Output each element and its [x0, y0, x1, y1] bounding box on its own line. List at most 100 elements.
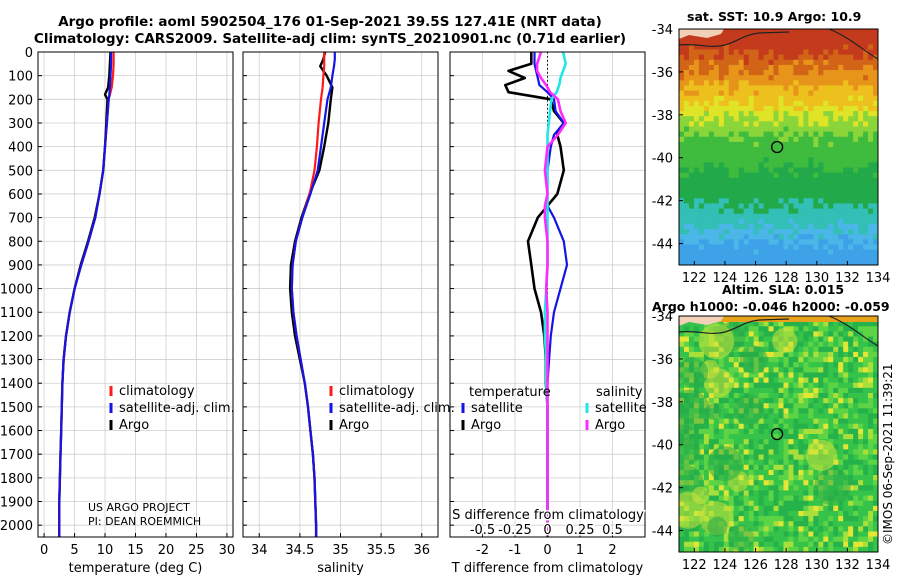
map-cell: [778, 377, 785, 384]
map-cell: [679, 193, 685, 199]
map-cell: [863, 439, 869, 445]
map-cell: [828, 249, 834, 256]
map-cell: [808, 223, 814, 230]
map-x-tick-label: 128: [774, 558, 799, 573]
map-cell: [708, 449, 715, 456]
map-cell: [738, 100, 745, 107]
map-cell: [838, 326, 844, 332]
map-cell: [708, 485, 715, 492]
map-cell: [843, 541, 849, 548]
map-cell: [748, 44, 755, 51]
map-cell: [853, 531, 859, 538]
map-cell: [768, 526, 775, 533]
map-cell: [818, 331, 824, 338]
map-cell: [763, 526, 770, 533]
map-cell: [683, 198, 690, 205]
map-cell: [843, 223, 849, 230]
map-cell: [713, 116, 720, 122]
legend-heading-salinity: salinity: [596, 385, 643, 400]
map-cell: [858, 95, 864, 102]
map-cell: [778, 480, 785, 486]
map-cell: [813, 59, 819, 66]
map-cell: [728, 351, 735, 358]
map-cell: [753, 546, 760, 552]
map-cell: [873, 387, 878, 394]
map-cell: [748, 546, 755, 552]
map-cell: [788, 105, 795, 112]
map-cell: [738, 59, 745, 66]
map-cell: [768, 116, 775, 122]
map-cell: [768, 213, 775, 220]
map-cell: [843, 377, 849, 384]
map-cell: [693, 336, 700, 343]
map-x-tick-label: 128: [774, 271, 799, 286]
map-cell: [833, 105, 839, 112]
map-cell: [853, 439, 859, 445]
map-cell: [838, 336, 844, 343]
map-cell: [843, 357, 849, 363]
map-cell: [679, 126, 685, 133]
map-cell: [808, 157, 814, 163]
map-cell: [703, 177, 710, 184]
map-cell: [748, 475, 755, 481]
map-cell: [768, 157, 775, 163]
map-cell: [793, 418, 799, 425]
y-tick-label: 1300: [0, 354, 33, 369]
sla-blob: [704, 403, 722, 420]
map-cell: [848, 392, 854, 399]
map-cell: [768, 147, 775, 153]
map-cell: [758, 480, 765, 486]
map-cell: [753, 59, 760, 66]
map-cell: [848, 203, 854, 210]
map-cell: [743, 208, 750, 215]
map-cell: [778, 90, 785, 97]
map-cell: [768, 177, 775, 184]
map-cell: [833, 229, 839, 235]
map-cell: [688, 198, 695, 205]
map-cell: [728, 126, 735, 133]
map-cell: [808, 357, 814, 363]
map-cell: [833, 521, 839, 527]
map-cell: [858, 121, 864, 128]
map-cell: [793, 521, 799, 527]
map-cell: [868, 59, 874, 66]
map-cell: [848, 403, 854, 409]
map-cell: [688, 223, 695, 230]
map-cell: [808, 95, 814, 102]
map-cell: [813, 172, 819, 179]
map-cell: [768, 172, 775, 179]
map-cell: [748, 387, 755, 394]
map-cell: [753, 331, 760, 338]
map-cell: [763, 469, 770, 476]
map-cell: [748, 147, 755, 153]
map-cell: [823, 392, 829, 399]
map-cell: [818, 152, 824, 158]
map-cell: [798, 326, 804, 332]
map-cell: [808, 362, 814, 368]
map-cell: [728, 177, 735, 184]
map-cell: [748, 136, 755, 143]
map-cell: [748, 259, 755, 265]
map-cell: [798, 346, 804, 353]
map-cell: [693, 182, 700, 189]
map-cell: [858, 449, 864, 456]
map-cell: [748, 229, 755, 235]
map-cell: [768, 485, 775, 492]
map-cell: [858, 111, 864, 117]
map-cell: [868, 495, 874, 502]
map-y-tick-label: -38: [652, 396, 673, 411]
map-cell: [778, 193, 785, 199]
map-cell: [738, 382, 745, 389]
map-cell: [798, 100, 804, 107]
map-cell: [723, 229, 730, 235]
map-cell: [773, 95, 780, 102]
map-cell: [743, 198, 750, 205]
map-cell: [783, 59, 790, 66]
map-cell: [768, 131, 775, 138]
map-cell: [858, 434, 864, 440]
map-cell: [718, 136, 725, 143]
map-cell: [788, 111, 795, 117]
map-cell: [818, 80, 824, 87]
map-cell: [778, 505, 785, 512]
map-cell: [703, 105, 710, 112]
